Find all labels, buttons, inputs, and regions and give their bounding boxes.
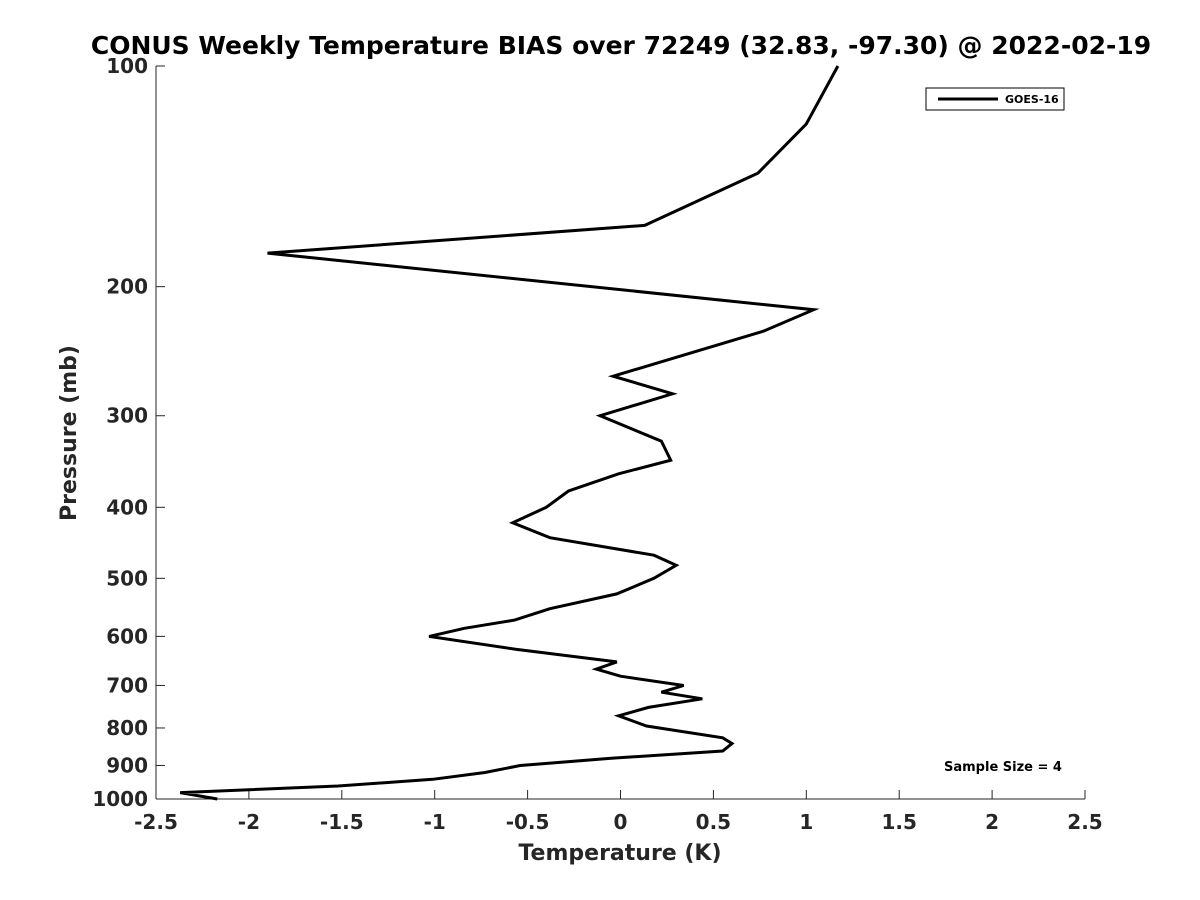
y-ticks: 100 200 300 400 500 600 700 800 900 1000	[92, 54, 165, 811]
y-tick-label: 500	[106, 566, 148, 590]
y-tick-label: 900	[106, 753, 148, 777]
series-layer	[179, 65, 840, 801]
x-tick-label: 1.5	[881, 810, 916, 834]
x-tick-label: 1	[799, 810, 813, 834]
x-tick-label: -2	[238, 810, 260, 834]
x-tick-label: -1.5	[320, 810, 364, 834]
sample-size-annotation: Sample Size = 4	[944, 760, 1062, 775]
x-tick-label: 2	[985, 810, 999, 834]
legend-label: GOES-16	[1005, 93, 1059, 106]
y-tick-label: 300	[106, 404, 148, 428]
x-tick-label: -0.5	[506, 810, 550, 834]
series-line-goes-16	[179, 65, 840, 801]
plot-axes	[155, 66, 1085, 800]
x-tick-label: 0.5	[696, 810, 731, 834]
legend: GOES-16	[925, 87, 1065, 111]
y-axis-label: Pressure (mb)	[57, 345, 82, 521]
x-tick-label: -2.5	[134, 810, 178, 834]
x-tick-label: 2.5	[1067, 810, 1102, 834]
y-tick-label: 600	[106, 624, 148, 648]
y-tick-label: 200	[106, 275, 148, 299]
x-tick-label: -1	[424, 810, 446, 834]
y-tick-label: 700	[106, 673, 148, 697]
x-axis-label: Temperature (K)	[518, 841, 721, 866]
y-tick-label: 1000	[92, 787, 148, 811]
y-tick-label: 800	[106, 716, 148, 740]
x-ticks: -2.5 -2 -1.5 -1 -0.5 0 0.5 1 1.5 2 2.5	[134, 790, 1103, 834]
y-tick-label: 100	[106, 54, 148, 78]
chart-title: CONUS Weekly Temperature BIAS over 72249…	[91, 31, 1151, 60]
y-tick-label: 400	[106, 495, 148, 519]
x-tick-label: 0	[614, 810, 628, 834]
